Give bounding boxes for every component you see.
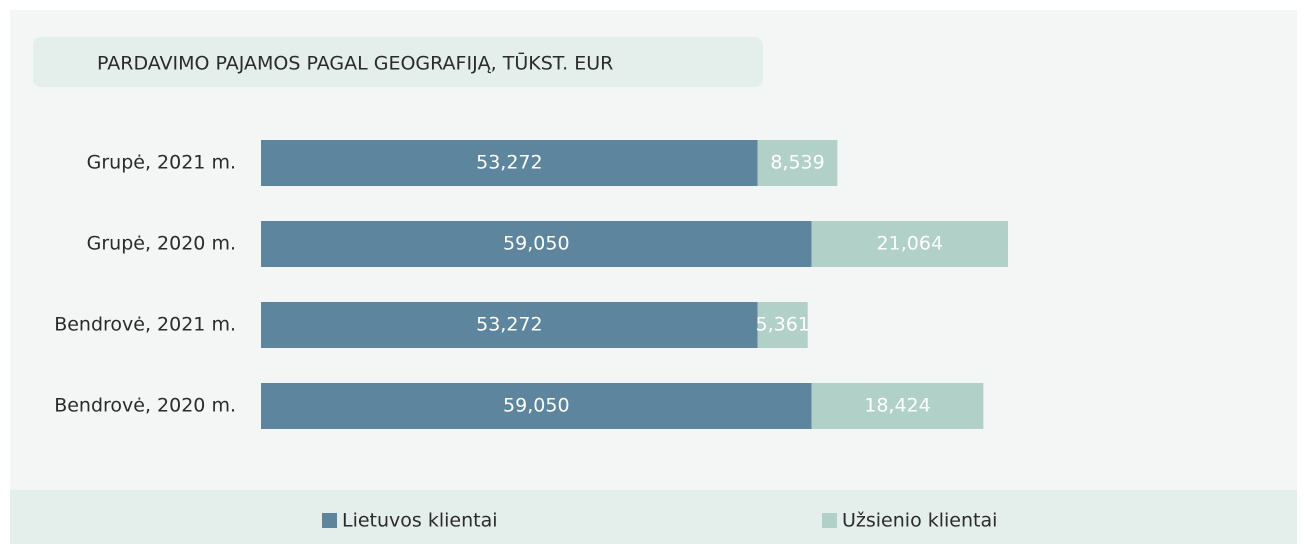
bar-segment	[811, 383, 984, 429]
category-label: Bendrovė, 2020 m.	[54, 395, 236, 417]
bar-segment	[811, 221, 1008, 267]
data-label: 18,424	[864, 395, 930, 417]
panel	[10, 10, 1297, 544]
data-label: 8,539	[770, 152, 824, 174]
title-box	[33, 37, 763, 87]
data-label: 59,050	[503, 395, 569, 417]
data-label: 5,361	[756, 314, 810, 336]
legend-swatch	[822, 513, 837, 528]
data-label: 21,064	[877, 233, 943, 255]
bar-segment	[757, 302, 808, 348]
bar-segment	[261, 302, 758, 348]
category-label: Grupė, 2020 m.	[87, 233, 236, 255]
chart-title: PARDAVIMO PAJAMOS PAGAL GEOGRAFIJĄ, TŪKS…	[97, 51, 613, 75]
legend-band	[10, 490, 1297, 544]
data-label: 53,272	[476, 314, 542, 336]
legend-label: Užsienio klientai	[842, 510, 997, 532]
bar-segment	[261, 383, 812, 429]
legend-label: Lietuvos klientai	[342, 510, 498, 532]
category-label: Grupė, 2021 m.	[87, 152, 236, 174]
data-label: 53,272	[476, 152, 542, 174]
category-label: Bendrovė, 2021 m.	[54, 314, 236, 336]
bar-segment	[757, 140, 838, 186]
legend-swatch	[322, 513, 337, 528]
data-label: 59,050	[503, 233, 569, 255]
bar-segment	[261, 140, 758, 186]
bar-segment	[261, 221, 812, 267]
